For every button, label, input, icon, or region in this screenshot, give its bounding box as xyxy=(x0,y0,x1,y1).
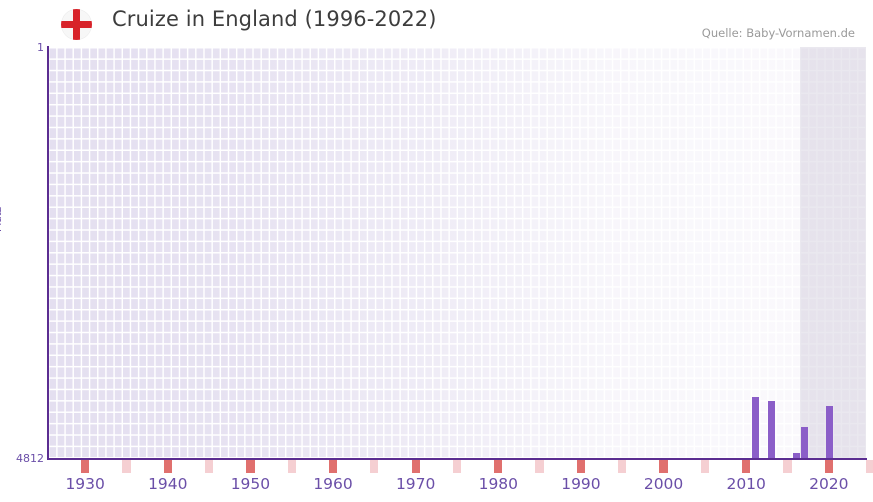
x-tick-1980 xyxy=(494,460,503,473)
x-axis-label-1960: 1960 xyxy=(313,475,353,493)
x-tick-2025 xyxy=(866,460,873,473)
y-axis-line xyxy=(47,46,49,460)
x-axis-label-1990: 1990 xyxy=(561,475,601,493)
x-tick-2010 xyxy=(742,460,751,473)
x-tick-2020 xyxy=(824,460,833,473)
source-attribution: Quelle: Baby-Vornamen.de xyxy=(701,26,855,40)
x-axis-label-2000: 2000 xyxy=(643,475,684,493)
x-axis-line xyxy=(47,458,867,460)
bar-2016 xyxy=(793,452,800,458)
x-tick-1945 xyxy=(204,460,214,473)
x-axis-label-2020: 2020 xyxy=(809,475,849,493)
bar-series xyxy=(48,47,866,458)
x-tick-1960 xyxy=(328,460,338,473)
x-tick-2005 xyxy=(700,460,709,473)
bar-2017 xyxy=(801,427,809,458)
x-axis-label-1970: 1970 xyxy=(395,475,436,493)
flag-cross-vertical xyxy=(73,9,80,40)
x-tick-1995 xyxy=(618,460,627,473)
x-tick-1950 xyxy=(246,460,255,473)
bar-2020 xyxy=(826,405,833,458)
x-tick-1985 xyxy=(535,460,544,473)
x-axis-tick-labels: 1930 1940 1950 1960 1970 1980 1990 2000 2010 2020 xyxy=(0,475,873,499)
y-axis-tick-top: 1 xyxy=(37,41,44,54)
x-tick-1975 xyxy=(452,460,462,473)
x-axis-tick-strip xyxy=(48,460,873,473)
x-tick-2000 xyxy=(659,460,668,473)
plot-area xyxy=(48,47,866,458)
x-tick-1940 xyxy=(163,460,172,473)
x-axis-label-1930: 1930 xyxy=(65,475,105,493)
y-axis-label: Platz xyxy=(0,206,4,232)
x-tick-2015 xyxy=(783,460,792,473)
x-tick-1970 xyxy=(411,460,420,473)
x-tick-1990 xyxy=(576,460,586,473)
bar-2011 xyxy=(751,397,759,458)
page-title: Cruize in England (1996-2022) xyxy=(112,7,437,31)
x-tick-1930 xyxy=(81,460,90,473)
england-flag-icon xyxy=(61,9,92,40)
x-axis-label-2010: 2010 xyxy=(726,475,766,493)
x-tick-1955 xyxy=(287,460,296,473)
x-axis-label-1940: 1940 xyxy=(148,475,188,493)
x-axis-label-1980: 1980 xyxy=(478,475,519,493)
bar-2013 xyxy=(768,401,776,458)
chart-header: Cruize in England (1996-2022) Quelle: Ba… xyxy=(0,0,873,46)
x-axis-label-1950: 1950 xyxy=(230,475,271,493)
y-axis-tick-bottom: 4812 xyxy=(16,452,44,465)
x-tick-1965 xyxy=(370,460,379,473)
x-tick-1935 xyxy=(122,460,131,473)
